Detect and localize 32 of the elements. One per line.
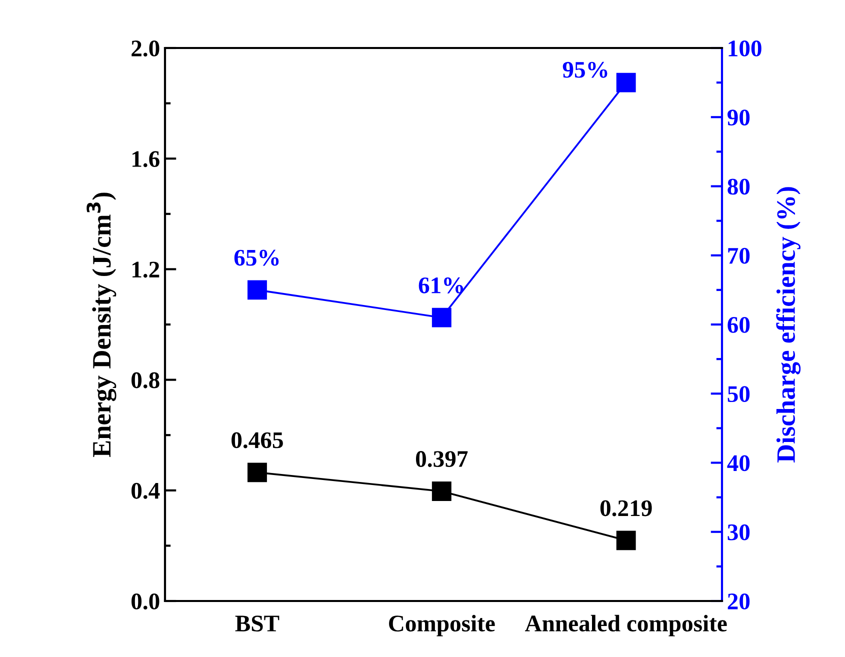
y-tick-label: 2.0 — [132, 40, 160, 57]
x-tick-label: BST — [235, 616, 280, 632]
y-tick-label: 0.0 — [132, 593, 160, 610]
y2-axis-title: Discharge efficiency (%) — [776, 187, 801, 463]
y2-tick-label: 100 — [728, 40, 762, 56]
x-tick-label: Composite — [389, 614, 495, 636]
y2-tick-label: 30 — [728, 524, 750, 540]
point — [247, 280, 267, 300]
y-tick-label: 0.8 — [132, 372, 160, 388]
y2-tick-label: 40 — [727, 455, 750, 472]
y2-tick-label: 80 — [728, 178, 750, 195]
y-tick-label: 1.2 — [132, 262, 160, 278]
y-tick-label: 0.4 — [132, 482, 160, 499]
data-label: 65% — [234, 250, 279, 266]
x-tick-label: Annealed composite — [525, 614, 727, 636]
data-label: 95% — [562, 62, 608, 78]
y2-tick-label: 60 — [728, 316, 750, 333]
y2-tick-label: 90 — [728, 110, 750, 126]
point — [616, 530, 636, 550]
data-label: 0.465 — [232, 432, 283, 448]
y2-tick-label: 70 — [728, 248, 750, 264]
data-label: 0.219 — [600, 500, 652, 516]
y-tick-label: 1.6 — [132, 151, 160, 168]
point — [616, 72, 636, 92]
data-label: 0.397 — [416, 451, 468, 468]
y2-tick-label: 50 — [728, 386, 750, 402]
data-label: 61% — [418, 277, 464, 294]
point — [247, 462, 267, 482]
y2-tick-label: 20 — [728, 593, 750, 610]
point — [432, 482, 452, 501]
point — [432, 308, 452, 328]
y-axis-title: Energy Density (J/cm$^{3}$) — [86, 192, 116, 458]
